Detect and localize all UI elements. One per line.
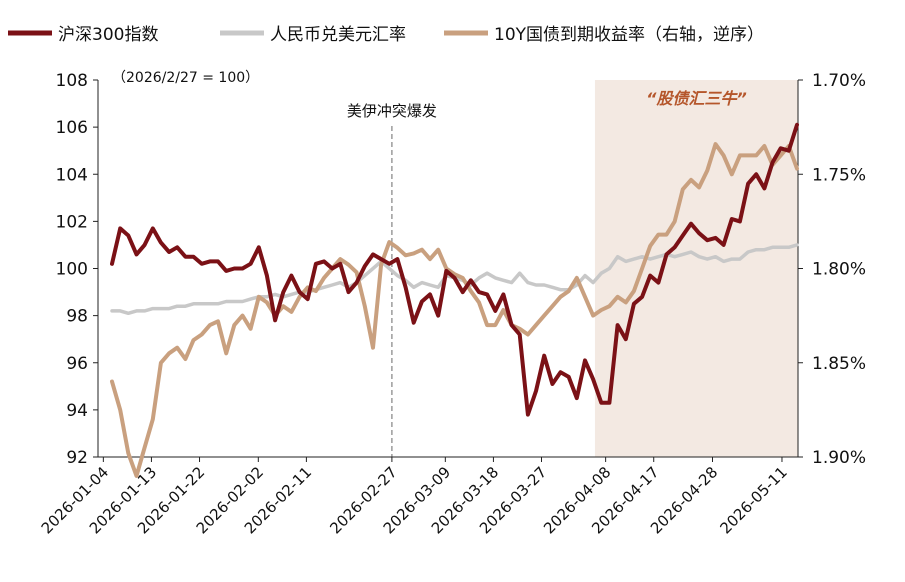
left-axis-ticks: 92 94 96 98 100 102 104 106 108 — [56, 71, 98, 468]
left-tick-label: 102 — [56, 212, 88, 232]
event-marker-label: 美伊冲突爆发 — [347, 102, 437, 120]
legend-label-usdcny: 人民币兑美元汇率 — [270, 25, 406, 45]
left-tick-label: 104 — [56, 165, 88, 185]
csi300-line — [110, 122, 799, 417]
left-tick-label: 94 — [66, 401, 88, 421]
left-tick-label: 100 — [56, 260, 88, 280]
x-tick-label: 2026-05-11 — [716, 463, 790, 537]
legend: 沪深300指数 人民币兑美元汇率 10Y国债到期收益率（右轴，逆序） — [8, 25, 764, 45]
right-tick-label: 1.80% — [812, 260, 866, 280]
x-axis-ticks: 2026-01-042026-01-132026-01-222026-02-02… — [38, 457, 791, 537]
left-tick-label: 92 — [66, 448, 88, 468]
right-tick-label: 1.85% — [812, 354, 866, 374]
three-bull-shaded-region — [594, 80, 798, 457]
left-tick-label: 108 — [56, 71, 88, 91]
left-tick-label: 98 — [66, 307, 88, 327]
legend-label-cgb10y: 10Y国债到期收益率（右轴，逆序） — [494, 25, 764, 45]
cgb10y-line — [110, 142, 799, 478]
series-layer — [110, 122, 799, 478]
left-tick-label: 96 — [66, 354, 88, 374]
right-axis-ticks: 1.70% 1.75% 1.80% 1.85% 1.90% — [798, 71, 866, 468]
right-tick-label: 1.90% — [812, 448, 866, 468]
right-tick-label: 1.75% — [812, 165, 866, 185]
index-base-note: （2026/2/27 = 100） — [112, 70, 259, 86]
left-tick-label: 106 — [56, 118, 88, 138]
right-tick-label: 1.70% — [812, 71, 866, 91]
three-bull-label: “股债汇三牛” — [646, 89, 747, 108]
legend-label-csi300: 沪深300指数 — [58, 25, 158, 45]
